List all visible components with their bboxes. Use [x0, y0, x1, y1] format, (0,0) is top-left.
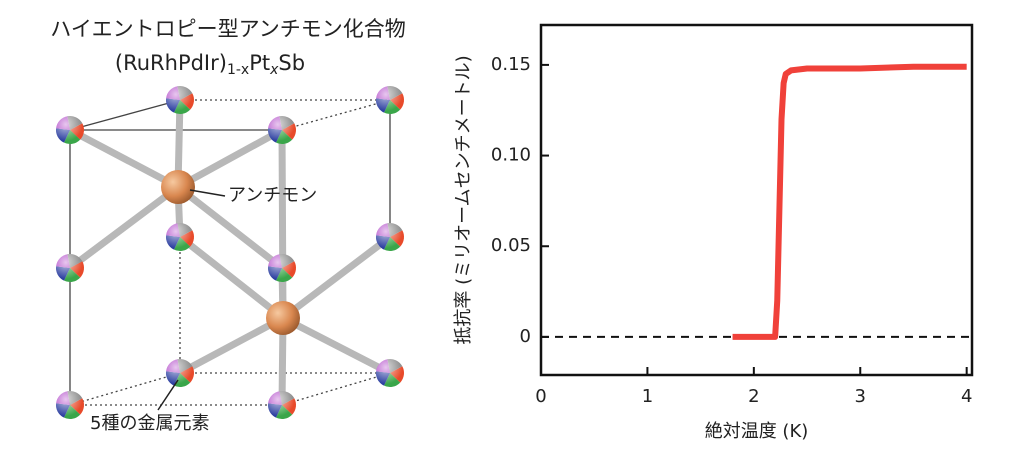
y-axis-label: 抵抗率 (ミリオームセンチメートル) — [453, 55, 474, 344]
x-tick-label: 1 — [642, 386, 653, 407]
formula-part: Sb — [278, 51, 305, 75]
atom-shine — [166, 223, 194, 251]
formula-part: Pt — [249, 51, 270, 75]
sb-atom — [161, 170, 195, 204]
x-tick-label: 0 — [535, 386, 546, 407]
cell-edge — [281, 99, 391, 131]
y-tick-label: 0.05 — [491, 235, 531, 256]
formula: (RuRhPdIr)1-xPtxSb — [115, 51, 305, 78]
x-tick-label: 3 — [855, 386, 866, 407]
pointer — [189, 189, 226, 197]
bond — [66, 126, 182, 191]
atom-shine — [166, 86, 194, 114]
label: 5種の金属元素 — [90, 413, 209, 434]
diagram-title: ハイエントロピー型アンチモン化合物 — [50, 17, 406, 41]
formula-sub: 1-x — [227, 62, 249, 78]
bond — [174, 126, 286, 191]
sb-atom — [266, 301, 300, 335]
cell-edge — [69, 99, 181, 131]
x-axis-label: 絶対温度 (K) — [705, 421, 809, 442]
atom-shine — [56, 254, 84, 282]
x-tick-label: 2 — [748, 386, 759, 407]
formula-part: (RuRhPdIr) — [115, 51, 227, 75]
bond — [279, 314, 394, 377]
plot-frame — [539, 23, 974, 377]
atom-shine — [376, 86, 404, 114]
bond — [176, 314, 287, 377]
bond — [176, 233, 287, 322]
formula-sub: x — [269, 62, 279, 78]
atom-shine — [56, 116, 84, 144]
y-tick-label: 0 — [520, 326, 531, 347]
data-line — [732, 63, 967, 340]
atom-shine — [56, 391, 84, 419]
y-tick-label: 0.10 — [491, 145, 531, 166]
bond — [174, 183, 286, 272]
bond — [278, 126, 287, 322]
bond — [66, 183, 182, 272]
atom-shine — [166, 359, 194, 387]
atom-shine — [268, 116, 296, 144]
x-tick-label: 4 — [961, 386, 972, 407]
cell-edge — [69, 372, 181, 406]
chart: 0 0.05 0.10 0.15 0 1 2 3 4 絶対温度 (K) 抵抗率 (ミリオームセンチメ… — [453, 23, 974, 442]
bond — [279, 233, 394, 322]
atom-shine — [376, 359, 404, 387]
crystal-diagram — [55, 86, 404, 420]
atom-shine — [376, 223, 404, 251]
atom-shine — [268, 391, 296, 419]
y-tick-label: 0.15 — [491, 54, 531, 75]
atom-shine — [268, 254, 296, 282]
label: アンチモン — [228, 185, 317, 206]
cell-edge — [281, 372, 391, 406]
pointer — [157, 379, 179, 411]
